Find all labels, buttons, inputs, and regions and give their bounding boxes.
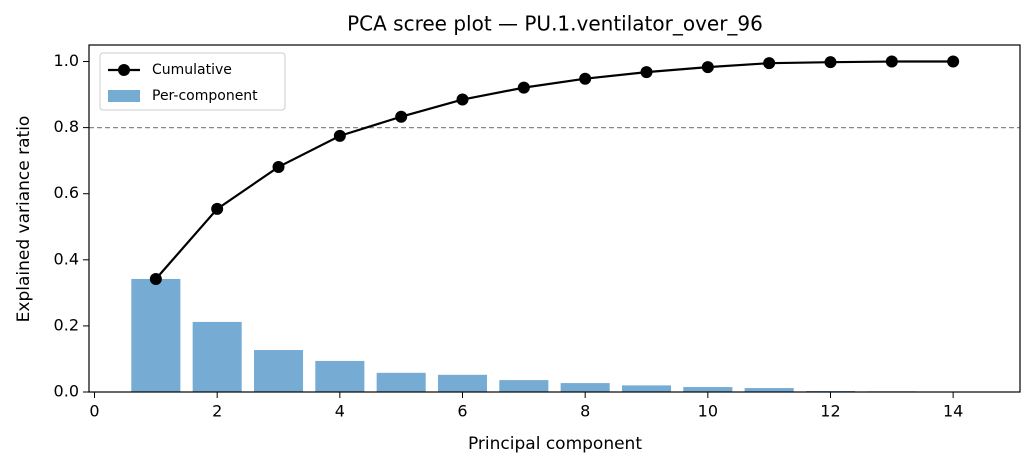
y-tick-label: 0.6 xyxy=(54,183,79,202)
y-tick-label: 0.4 xyxy=(54,249,79,268)
point xyxy=(517,81,530,94)
legend-label: Per-component xyxy=(152,88,258,104)
point xyxy=(395,110,408,123)
bar xyxy=(499,380,549,392)
legend-box xyxy=(99,52,286,111)
point xyxy=(640,66,653,79)
y-tick-label: 0.2 xyxy=(54,315,79,334)
bar xyxy=(376,372,426,392)
point xyxy=(272,160,285,173)
x-tick-label: 6 xyxy=(457,402,467,421)
y-tick-label: 0.0 xyxy=(54,382,79,401)
x-tick-label: 8 xyxy=(580,402,590,421)
y-tick-label: 0.8 xyxy=(54,117,79,136)
bar xyxy=(744,388,794,392)
legend-label: Cumulative xyxy=(152,62,232,78)
x-axis-label: Principal component xyxy=(468,434,642,454)
point xyxy=(149,272,162,285)
point xyxy=(579,72,592,85)
point xyxy=(947,55,960,68)
bar xyxy=(131,278,181,392)
point xyxy=(211,202,224,215)
bar xyxy=(437,374,488,392)
point xyxy=(763,57,776,70)
bar xyxy=(192,321,242,392)
legend-marker xyxy=(118,64,130,76)
x-tick-label: 4 xyxy=(335,402,345,421)
bar xyxy=(683,387,733,392)
point xyxy=(333,129,346,142)
plot-frame xyxy=(88,44,1021,393)
y-axis-label: Explained variance ratio xyxy=(14,116,34,323)
point xyxy=(824,56,837,69)
x-tick-label: 14 xyxy=(943,402,963,421)
legend-swatch xyxy=(108,90,140,102)
bar xyxy=(315,360,365,392)
cumulative-line xyxy=(155,60,954,280)
x-tick-label: 12 xyxy=(820,402,840,421)
point xyxy=(456,93,469,106)
point xyxy=(701,61,714,74)
x-tick-label: 0 xyxy=(89,402,99,421)
x-tick-label: 10 xyxy=(698,402,718,421)
y-tick-label: 1.0 xyxy=(54,51,79,70)
bar xyxy=(621,385,672,392)
point xyxy=(885,55,898,68)
bar xyxy=(560,383,610,392)
bar xyxy=(253,350,304,392)
x-tick-label: 2 xyxy=(212,402,222,421)
chart-title: PCA scree plot — PU.1.ventilator_over_96 xyxy=(347,12,763,36)
